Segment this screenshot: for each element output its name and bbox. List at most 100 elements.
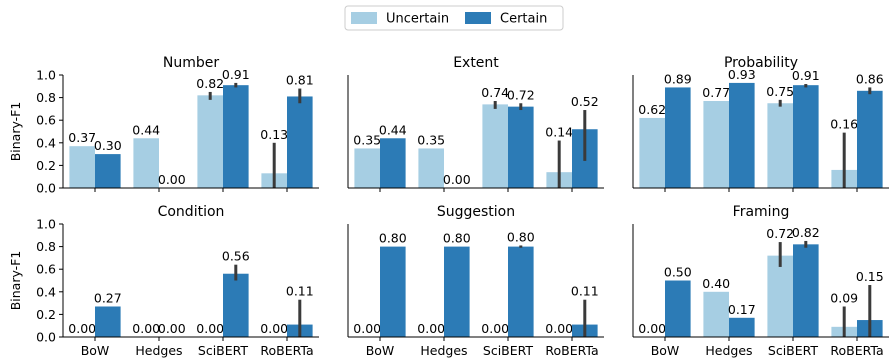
legend: Uncertain Certain — [344, 5, 564, 31]
data-label-certain-roberta: 0.52 — [571, 94, 599, 109]
data-label-certain-bow: 0.89 — [664, 71, 692, 86]
legend-label-uncertain: Uncertain — [386, 12, 449, 27]
data-label-uncertain-roberta: 0.13 — [260, 127, 288, 142]
bar-uncertain-scibert — [197, 95, 223, 188]
x-tick-label: SciBERT — [768, 343, 819, 358]
y-tick-label: 0.2 — [36, 158, 56, 173]
panel-title: Extent — [453, 55, 499, 71]
bar-certain-scibert — [223, 273, 249, 337]
data-label-certain-hedges: 0.80 — [443, 231, 471, 246]
data-label-certain-hedges: 0.00 — [158, 321, 186, 336]
data-label-uncertain-hedges: 0.00 — [417, 321, 445, 336]
legend-frame — [344, 5, 564, 31]
bar-certain-bow — [380, 246, 406, 337]
data-label-certain-scibert: 0.91 — [792, 68, 820, 83]
chart-panel-probability: Probability 0.62 0.89 0.77 0.93 0.750.91 0.16 0… — [632, 55, 889, 192]
data-label-certain-scibert: 0.72 — [507, 87, 535, 102]
y-tick-label: 0.8 — [36, 90, 56, 105]
data-label-certain-bow: 0.80 — [379, 231, 407, 246]
data-label-uncertain-bow: 0.00 — [68, 321, 96, 336]
data-label-certain-hedges: 0.17 — [728, 302, 756, 317]
data-label-uncertain-roberta: 0.14 — [545, 125, 573, 140]
data-label-certain-scibert: 0.80 — [507, 229, 535, 244]
bar-certain-bow — [665, 87, 691, 188]
legend-swatch-uncertain — [351, 12, 377, 24]
bar-uncertain-scibert — [767, 255, 793, 337]
data-label-certain-bow: 0.30 — [94, 138, 122, 153]
data-label-certain-hedges: 0.93 — [728, 67, 756, 82]
x-tick-label: RoBERTa — [545, 343, 598, 358]
y-tick-label: 0.6 — [36, 113, 56, 128]
bar-certain-bow — [380, 138, 406, 188]
data-label-certain-scibert: 0.82 — [792, 225, 820, 240]
data-label-uncertain-bow: 0.00 — [353, 321, 381, 336]
panel-title: Probability — [724, 55, 798, 71]
data-label-uncertain-roberta: 0.00 — [545, 321, 573, 336]
x-tick-label: SciBERT — [198, 343, 249, 358]
bar-uncertain-hedges — [418, 148, 444, 188]
x-tick-label: BoW — [651, 343, 680, 358]
data-label-uncertain-scibert: 0.00 — [481, 321, 509, 336]
bar-certain-bow — [95, 154, 121, 188]
x-tick-label: RoBERTa — [830, 343, 883, 358]
x-tick-label: Hedges — [420, 343, 467, 358]
y-tick-label: 1.0 — [36, 68, 56, 83]
data-label-uncertain-scibert: 0.75 — [766, 84, 794, 99]
y-tick-label: 0.6 — [36, 262, 56, 277]
chart-panel-suggestion: Suggestion 0.00 0.80 BoW 0.00 0.80 Hedges 0.00 0… — [347, 204, 604, 358]
data-label-uncertain-scibert: 0.74 — [481, 85, 509, 100]
data-label-uncertain-hedges: 0.77 — [702, 85, 730, 100]
y-axis-label: Binary-F1 — [8, 251, 23, 311]
y-tick-label: 0.0 — [36, 181, 56, 196]
bar-uncertain-bow — [354, 148, 380, 188]
data-label-certain-scibert: 0.91 — [222, 67, 250, 82]
x-tick-label: BoW — [366, 343, 395, 358]
data-label-uncertain-hedges: 0.40 — [702, 276, 730, 291]
x-tick-label: Hedges — [705, 343, 752, 358]
data-label-certain-hedges: 0.00 — [443, 172, 471, 187]
data-label-certain-roberta: 0.11 — [286, 284, 314, 299]
data-label-uncertain-scibert: 0.00 — [196, 321, 224, 336]
bar-certain-hedges — [444, 246, 470, 337]
data-label-uncertain-bow: 0.35 — [353, 132, 381, 147]
data-label-uncertain-bow: 0.62 — [638, 102, 666, 117]
bar-certain-scibert — [793, 244, 819, 337]
chart-panel-framing: Framing 0.00 0.50 BoW 0.40 0.17 Hedges 0.720.82… — [632, 204, 889, 358]
panel-title: Suggestion — [437, 204, 515, 220]
data-label-uncertain-roberta: 0.09 — [830, 290, 858, 305]
data-label-uncertain-roberta: 0.00 — [260, 321, 288, 336]
bar-uncertain-bow — [639, 117, 665, 188]
y-tick-label: 0.8 — [36, 239, 56, 254]
data-label-certain-bow: 0.50 — [664, 265, 692, 280]
data-label-certain-roberta: 0.81 — [286, 73, 314, 88]
x-tick-label: Hedges — [135, 343, 182, 358]
y-tick-label: 0.4 — [36, 135, 56, 150]
data-label-certain-hedges: 0.00 — [158, 172, 186, 187]
x-tick-label: BoW — [81, 343, 110, 358]
y-tick-label: 0.4 — [36, 284, 56, 299]
x-tick-label: RoBERTa — [260, 343, 313, 358]
data-label-certain-bow: 0.27 — [94, 290, 122, 305]
bar-uncertain-scibert — [482, 104, 508, 188]
panel-title: Framing — [733, 204, 790, 220]
data-label-uncertain-bow: 0.00 — [638, 321, 666, 336]
data-label-certain-roberta: 0.15 — [856, 269, 884, 284]
bar-uncertain-scibert — [767, 103, 793, 188]
bar-uncertain-hedges — [703, 100, 729, 188]
panel-title: Condition — [158, 204, 225, 220]
bar-certain-hedges — [729, 317, 755, 337]
bar-certain-scibert — [508, 106, 534, 188]
data-label-certain-roberta: 0.86 — [856, 71, 884, 86]
bar-certain-roberta — [287, 96, 313, 188]
data-label-uncertain-bow: 0.37 — [68, 130, 96, 145]
legend-label-certain: Certain — [500, 12, 547, 27]
bar-certain-bow — [665, 280, 691, 337]
bar-uncertain-bow — [69, 146, 95, 188]
chart-panel-number: Number 0.0 0.2 0.4 0.6 0.8 1.0 Binary-F1 0.370.3… — [8, 55, 319, 196]
bar-uncertain-hedges — [703, 291, 729, 337]
chart-panel-condition: Condition 0.0 0.2 0.4 0.6 0.8 1.0 Binary-F1 0.00… — [8, 204, 319, 358]
data-label-uncertain-hedges: 0.00 — [132, 321, 160, 336]
